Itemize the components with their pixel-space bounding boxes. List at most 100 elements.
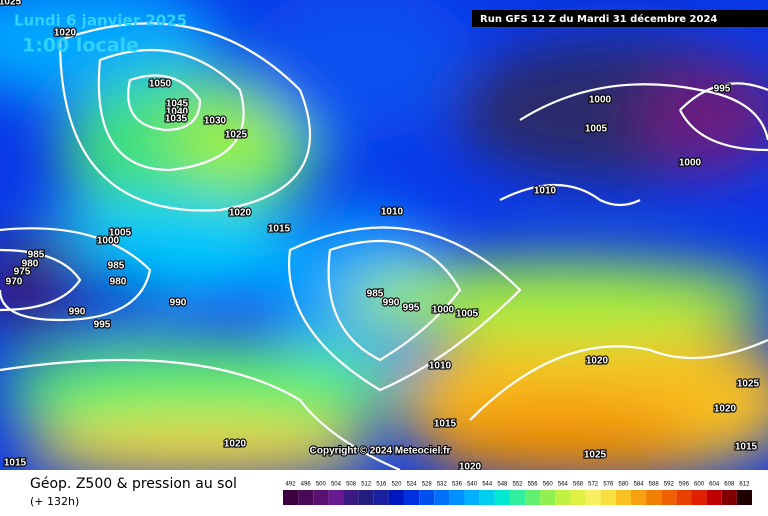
legend-swatch: [525, 490, 541, 505]
legend-swatch: [585, 490, 601, 505]
isobar-label: 1010: [381, 207, 404, 218]
isobar-label: 1000: [432, 305, 455, 316]
legend-label: 568: [573, 482, 584, 488]
legend-label: 492: [286, 482, 297, 488]
isobar-label: 1010: [429, 361, 452, 372]
legend-swatch: [646, 490, 662, 505]
isobar-label: 1015: [434, 419, 457, 430]
isobar-label: 1005: [456, 309, 479, 320]
copyright: Copyright © 2024 Meteociel.fr: [310, 446, 451, 457]
isobar-label: 1020: [714, 404, 737, 415]
legend-swatch: [691, 490, 707, 505]
legend-label: 604: [709, 482, 720, 488]
isobar-label: 1030: [204, 116, 227, 127]
isobar-label: 1035: [165, 114, 188, 125]
legend-label: 592: [664, 482, 675, 488]
legend-label: 548: [497, 482, 508, 488]
legend-swatch: [479, 490, 495, 505]
legend-label: 556: [528, 482, 539, 488]
isobar-label: 995: [714, 84, 731, 95]
legend-swatch: [555, 490, 571, 505]
legend-swatch: [509, 490, 526, 505]
legend-label: 580: [618, 482, 629, 488]
legend-swatch: [570, 490, 586, 505]
isobar-label: 985: [28, 250, 45, 261]
legend-label: 596: [679, 482, 690, 488]
isobar-label: 995: [403, 303, 420, 314]
color-legend: 492 496 500 504 508 512 516 520 524 528 532 536 540 5…: [283, 482, 752, 505]
isobar-label: 1025: [225, 130, 248, 141]
isobar-label: 990: [170, 298, 187, 309]
isobar-label: 970: [6, 277, 23, 288]
footer-title: Géop. Z500 & pression au sol: [30, 476, 237, 492]
legend-swatch: [630, 490, 647, 505]
legend-label: 560: [543, 482, 554, 488]
legend-swatch: [706, 490, 722, 505]
isobar-label: 1015: [268, 224, 291, 235]
isobars: [0, 22, 768, 472]
legend-label: 516: [376, 482, 387, 488]
legend-label: 544: [482, 482, 493, 488]
legend-label: 600: [694, 482, 705, 488]
legend-label: 504: [331, 482, 342, 488]
isobar-label: 1005: [109, 228, 132, 239]
legend-label: 608: [724, 482, 735, 488]
isobar-label: 995: [94, 320, 111, 331]
legend-label: 576: [603, 482, 614, 488]
isobar-label: 1025: [0, 0, 22, 8]
isobar-label: 1050: [149, 79, 172, 90]
legend-label: 508: [346, 482, 357, 488]
legend-swatch: [328, 490, 344, 505]
isobar-label: 1000: [589, 95, 612, 106]
legend-label: 528: [422, 482, 433, 488]
geopotential-field: [0, 0, 768, 480]
legend-label: 536: [452, 482, 463, 488]
legend-swatch: [373, 490, 389, 505]
legend-label: 612: [739, 482, 750, 488]
run-banner: [472, 10, 768, 27]
legend-label: 520: [391, 482, 402, 488]
run-info: Run GFS 12 Z du Mardi 31 décembre 2024: [480, 13, 717, 25]
legend-label: 500: [316, 482, 327, 488]
legend-swatch: [434, 490, 450, 505]
legend-swatch: [283, 490, 299, 505]
legend-swatch: [358, 490, 374, 505]
isobar-label: 1020: [229, 208, 252, 219]
legend-swatch: [676, 490, 692, 505]
legend-swatch: [736, 490, 752, 505]
isobar-label: 990: [383, 298, 400, 309]
legend-label: 532: [437, 482, 448, 488]
date: Lundi 6 janvier 2025: [14, 12, 187, 30]
isobar-label: 1000: [679, 158, 702, 169]
legend-label: 572: [588, 482, 599, 488]
legend-swatch: [343, 490, 359, 505]
legend-swatch: [313, 490, 329, 505]
isobar-label: 1040: [166, 107, 189, 118]
legend-swatch: [661, 490, 677, 505]
legend-swatch: [494, 490, 510, 505]
isobar-label: 975: [14, 267, 31, 278]
legend-label: 584: [634, 482, 645, 488]
legend-swatch: [388, 490, 405, 505]
legend-label: 512: [361, 482, 372, 488]
legend-swatch: [404, 490, 420, 505]
isobar-label: 980: [22, 259, 39, 270]
isobar-label: 980: [110, 277, 127, 288]
isobar-label: 1020: [54, 28, 77, 39]
legend-swatch: [615, 490, 631, 505]
isobar-label: 1045: [166, 99, 189, 110]
isobar-label: 1025: [584, 450, 607, 461]
isobar-label: 1005: [585, 124, 608, 135]
isobar-label: 985: [108, 261, 125, 272]
legend-label: 496: [301, 482, 312, 488]
legend-swatch: [298, 490, 314, 505]
isobar-label: 990: [69, 307, 86, 318]
legend-swatch: [449, 490, 465, 505]
legend-swatch: [721, 490, 737, 505]
isobar-label: 1015: [735, 442, 758, 453]
legend-swatch: [419, 490, 435, 505]
isobar-label: 1025: [737, 379, 760, 390]
isobar-label: 1020: [224, 439, 247, 450]
